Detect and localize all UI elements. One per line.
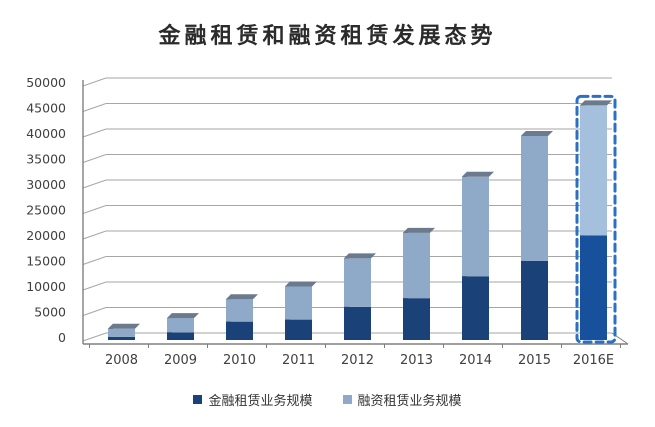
y-axis-tick-label: 50000 [26,75,66,90]
y-axis-tick-label: 45000 [26,101,66,116]
x-axis-tick-label: 2011 [282,353,315,368]
legend-label-financial-leasing: 金融租赁业务规模 [208,394,313,409]
y-axis-tick-label: 10000 [26,279,66,294]
gridline-connector [82,179,107,189]
gridline-connector [82,205,107,214]
bar-2011-series0 [285,319,312,340]
y-axis-tick-label: 0 [58,330,66,345]
gridline-connector [82,77,107,87]
y-axis-tick-label: 25000 [26,203,66,218]
bar-2013-series0 [403,298,430,340]
bar-2012-top-face [344,253,376,259]
x-axis-tick-label: 2008 [105,353,138,368]
bar-2013-series1 [403,232,430,299]
gridline-connector [82,307,107,316]
y-axis-tick-label: 30000 [26,177,66,192]
x-axis-tick-label: 2014 [459,353,492,368]
y-axis-tick-label: 20000 [26,228,66,243]
bar-2014-series0 [462,276,489,340]
y-axis-tick-label: 5000 [34,305,66,320]
bar-2009-series1 [167,318,194,333]
bar-2012-series0 [344,306,371,340]
x-axis-tick-label: 2013 [400,353,433,368]
bar-2010-top-face [226,294,258,300]
gridline-connector [82,103,107,112]
gridline-connector [82,256,107,265]
legend-swatch-dark-icon [193,395,203,404]
gridline-connector [82,128,107,138]
bar-2009-top-face [167,313,199,319]
bar-2012-series1 [344,258,371,307]
bar-2008-top-face [108,323,140,329]
legend: 金融租赁业务规模 融资租赁业务规模 [0,390,655,409]
gridline-connector [82,230,107,240]
bar-2010-series1 [226,299,253,322]
plot-area: 0 5000 10000 15000 20000 25000 30000 35000 40000… [26,75,629,368]
gridline-connector [82,332,107,342]
forecast-dashed-outline [575,94,617,344]
bar-2014-series1 [462,176,489,277]
bar-2014-top-face [462,171,494,177]
x-axis-tick-label: 2015 [518,353,551,368]
legend-swatch-light-icon [342,395,352,404]
y-axis-tick-label: 15000 [26,254,66,269]
bar-2013-top-face [403,227,435,233]
bar-2011-top-face [285,281,317,287]
chart-title: 金融租赁和融资租赁发展态势 [158,24,497,49]
y-axis-tick-label: 35000 [26,152,66,167]
bar-2016E-top-face [580,100,612,106]
bar-2016E-series1 [580,105,607,236]
legend-item-financial-leasing: 金融租赁业务规模 [193,390,313,409]
gridline-connector [82,281,107,291]
x-axis-tick-label: 2009 [164,353,197,368]
x-axis-tick-label: 2010 [223,353,256,368]
gridline-connector [82,154,107,163]
bar-2011-series1 [285,286,312,320]
x-axis-tick-label: 2016E [573,353,614,368]
bar-2008-series1 [108,328,135,337]
bar-2015-series1 [521,136,548,261]
bar-2015-top-face [521,131,553,136]
bar-2008-series0 [108,336,135,340]
x-axis-tick-label: 2012 [341,353,374,368]
y-axis-tick-label: 40000 [26,126,66,141]
legend-item-finance-leasing: 融资租赁业务规模 [342,390,462,409]
bar-2016E-series0 [580,235,607,340]
legend-label-finance-leasing: 融资租赁业务规模 [357,394,462,409]
bar-2009-series0 [167,332,194,340]
bar-2010-series0 [226,321,253,340]
bar-2015-series0 [521,260,548,340]
